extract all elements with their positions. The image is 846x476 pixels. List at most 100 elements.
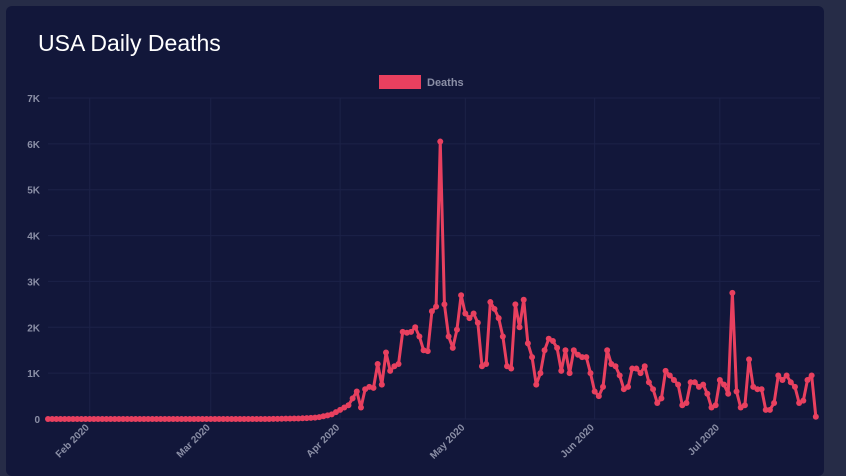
data-point[interactable] [57, 416, 64, 422]
data-point[interactable] [508, 365, 515, 372]
data-point[interactable] [470, 310, 477, 317]
data-point[interactable] [82, 416, 89, 422]
data-point[interactable] [266, 416, 273, 422]
data-point[interactable] [554, 344, 561, 351]
data-point[interactable] [733, 388, 740, 395]
data-point[interactable] [604, 347, 611, 354]
data-point[interactable] [86, 416, 93, 422]
data-point[interactable] [658, 395, 665, 402]
data-point[interactable] [566, 370, 573, 377]
data-point[interactable] [282, 415, 289, 422]
data-point[interactable] [241, 416, 248, 422]
data-point[interactable] [746, 356, 753, 363]
data-point[interactable] [170, 416, 177, 422]
data-point[interactable] [570, 347, 577, 354]
data-point[interactable] [357, 404, 364, 411]
data-point[interactable] [261, 416, 268, 422]
legend-label-deaths[interactable]: Deaths [427, 77, 464, 89]
data-point[interactable] [716, 377, 723, 384]
data-point[interactable] [704, 390, 711, 397]
data-point[interactable] [120, 416, 127, 422]
data-point[interactable] [662, 367, 669, 374]
data-point[interactable] [645, 379, 652, 386]
data-point[interactable] [562, 347, 569, 354]
data-point[interactable] [512, 301, 519, 308]
data-point[interactable] [762, 406, 769, 413]
data-point[interactable] [345, 402, 352, 409]
data-point[interactable] [445, 333, 452, 340]
data-point[interactable] [462, 310, 469, 317]
data-point[interactable] [458, 292, 465, 299]
data-point[interactable] [174, 416, 181, 422]
data-point[interactable] [474, 319, 481, 326]
data-point[interactable] [111, 416, 118, 422]
data-point[interactable] [691, 379, 698, 386]
data-point[interactable] [224, 416, 231, 422]
data-point[interactable] [466, 315, 473, 322]
data-point[interactable] [791, 383, 798, 390]
data-point[interactable] [683, 399, 690, 406]
data-point[interactable] [654, 399, 661, 406]
data-point[interactable] [61, 416, 68, 422]
data-point[interactable] [650, 386, 657, 393]
data-point[interactable] [395, 360, 402, 367]
data-point[interactable] [666, 372, 673, 379]
data-point[interactable] [270, 415, 277, 422]
data-point[interactable] [771, 399, 778, 406]
data-point[interactable] [800, 397, 807, 404]
data-point[interactable] [378, 381, 385, 388]
data-point[interactable] [132, 416, 139, 422]
data-point[interactable] [520, 296, 527, 303]
data-point[interactable] [491, 305, 498, 312]
data-point[interactable] [433, 303, 440, 310]
data-point[interactable] [95, 416, 102, 422]
data-point[interactable] [182, 416, 189, 422]
data-point[interactable] [245, 416, 252, 422]
data-point[interactable] [232, 416, 239, 422]
data-point[interactable] [53, 416, 60, 422]
data-point[interactable] [583, 354, 590, 361]
legend[interactable]: Deaths [379, 75, 464, 89]
data-point[interactable] [370, 384, 377, 391]
data-point[interactable] [595, 393, 602, 400]
data-point[interactable] [287, 415, 294, 422]
data-point[interactable] [808, 372, 815, 379]
data-point[interactable] [641, 363, 648, 370]
data-point[interactable] [70, 416, 77, 422]
data-point[interactable] [549, 338, 556, 345]
data-point[interactable] [787, 379, 794, 386]
data-point[interactable] [166, 416, 173, 422]
data-point[interactable] [408, 328, 415, 335]
data-point[interactable] [779, 377, 786, 384]
data-point[interactable] [103, 416, 110, 422]
data-point[interactable] [228, 416, 235, 422]
data-point[interactable] [416, 333, 423, 340]
data-point[interactable] [412, 324, 419, 331]
data-point[interactable] [675, 381, 682, 388]
data-point[interactable] [766, 406, 773, 413]
data-point[interactable] [625, 383, 632, 390]
data-point[interactable] [115, 416, 122, 422]
data-point[interactable] [45, 416, 51, 422]
data-point[interactable] [633, 365, 640, 372]
data-point[interactable] [374, 360, 381, 367]
data-point[interactable] [428, 308, 435, 315]
data-point[interactable] [140, 416, 147, 422]
data-point[interactable] [249, 416, 256, 422]
data-point[interactable] [629, 365, 636, 372]
data-point[interactable] [499, 333, 506, 340]
data-point[interactable] [537, 370, 544, 377]
data-point[interactable] [161, 416, 168, 422]
data-point[interactable] [90, 416, 97, 422]
data-point[interactable] [216, 416, 223, 422]
data-point[interactable] [220, 416, 227, 422]
data-point[interactable] [424, 348, 431, 355]
data-point[interactable] [236, 416, 243, 422]
data-point[interactable] [516, 324, 523, 331]
data-point[interactable] [387, 367, 394, 374]
data-point[interactable] [449, 344, 456, 351]
data-point[interactable] [725, 390, 732, 397]
data-point[interactable] [207, 416, 214, 422]
data-point[interactable] [453, 326, 460, 333]
data-point[interactable] [178, 416, 185, 422]
